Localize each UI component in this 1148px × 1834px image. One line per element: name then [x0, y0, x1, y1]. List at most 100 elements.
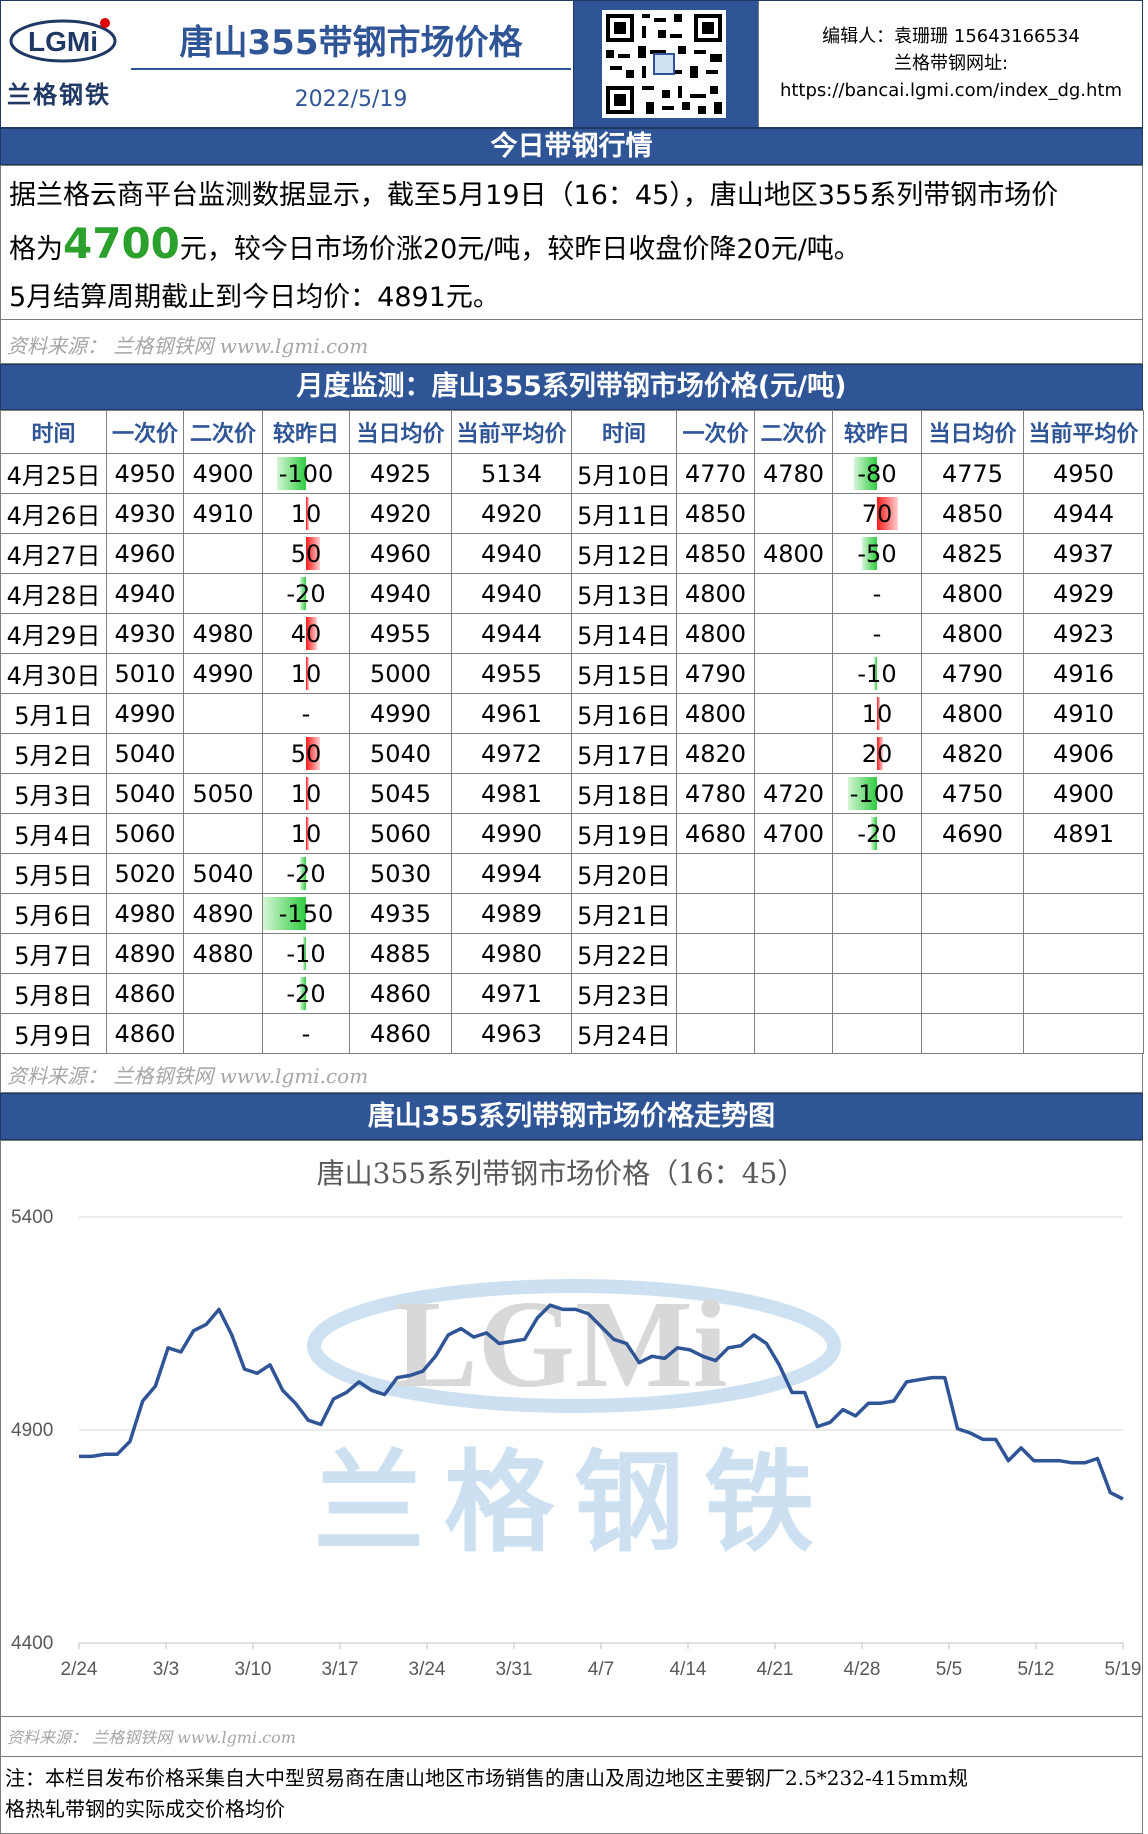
- price-cell: 4930: [106, 613, 184, 654]
- price-cell: [183, 973, 263, 1014]
- price-cell: 5060: [106, 813, 184, 854]
- watermark-logo: LGMi: [394, 1276, 727, 1414]
- series-line: [79, 1303, 1124, 1501]
- site-url[interactable]: https://bancai.lgmi.com/index_dg.htm: [779, 80, 1123, 101]
- price-cell: 4800: [921, 613, 1024, 654]
- change-cell: -10: [262, 933, 350, 974]
- date-cell: 4月29日: [0, 613, 107, 654]
- price-cell: [183, 533, 263, 574]
- table-row: 5月2日 5040 50 5040 4972 5月17日 4820 20 4820 4906: [0, 733, 1144, 774]
- x-tick-label: 2/24: [61, 1659, 98, 1680]
- price-cell: 4981: [451, 773, 572, 814]
- cell-value: 4800: [684, 579, 747, 608]
- price-cell: [754, 493, 833, 534]
- price-cell: 4929: [1023, 573, 1144, 614]
- price-cell: [1023, 853, 1144, 894]
- cell-value: 4930: [114, 499, 176, 528]
- price-cell: 4980: [451, 933, 572, 974]
- cell-value: -10: [286, 939, 326, 968]
- price-trend-chart: LGMi 兰格钢铁 唐山355系列带钢市场价格（16：45） 4400 4900 5…: [11, 1157, 1141, 1680]
- change-bar: [853, 457, 877, 490]
- table-row: 5月4日 5060 10 5060 4990 5月19日 4680 4700 -20 4690 48…: [0, 813, 1144, 854]
- date-cell: 5月17日: [571, 733, 677, 774]
- price-cell: 4906: [1023, 733, 1144, 774]
- cell-value: 5月10日: [577, 462, 671, 490]
- date-cell: 5月16日: [571, 693, 677, 734]
- x-tick-label: 3/24: [409, 1659, 446, 1680]
- change-cell: [832, 853, 922, 894]
- cell-value: 5月14日: [577, 622, 671, 650]
- change-bar: [877, 737, 883, 770]
- change-bar: [306, 657, 309, 690]
- cell-value: 5060: [369, 819, 432, 848]
- cell-value: 40: [290, 619, 322, 648]
- x-tick-label: 4/7: [588, 1659, 614, 1680]
- cell-value: 5月22日: [577, 942, 671, 970]
- y-tick-label: 4900: [11, 1420, 53, 1441]
- table-row: 5月5日 5020 5040 -20 5030 4994 5月20日: [0, 853, 1144, 894]
- price-cell: 4940: [349, 573, 452, 614]
- price-cell: 5010: [106, 653, 184, 694]
- cell-value: 4961: [480, 699, 543, 728]
- price-cell: [754, 973, 833, 1014]
- change-cell: 40: [262, 613, 350, 654]
- cell-value: 4800: [941, 699, 1004, 728]
- price-cell: 4920: [451, 493, 572, 534]
- cell-value: 10: [290, 819, 322, 848]
- summary-line3: 5月结算周期截止到今日均价：4891元。: [9, 282, 500, 313]
- price-cell: [183, 1013, 263, 1054]
- date-cell: 5月18日: [571, 773, 677, 814]
- price-cell: 4900: [183, 453, 263, 494]
- qr-code-icon: [602, 10, 726, 118]
- price-cell: [754, 693, 833, 734]
- price-cell: 4960: [349, 533, 452, 574]
- cell-value: 4990: [480, 819, 543, 848]
- price-cell: [754, 573, 833, 614]
- price-cell: 4980: [106, 893, 184, 934]
- logo: LGMi 兰格钢铁: [7, 11, 119, 111]
- price-cell: 4860: [106, 1013, 184, 1054]
- cell-value: 4940: [114, 579, 176, 608]
- cell-value: 4820: [941, 739, 1004, 768]
- change-cell: 10: [262, 493, 350, 534]
- price-cell: 4891: [1023, 813, 1144, 854]
- price-cell: 4750: [921, 773, 1024, 814]
- price-cell: 4930: [106, 493, 184, 534]
- price-cell: 4955: [349, 613, 452, 654]
- change-cell: -: [262, 1013, 350, 1054]
- report-date: 2022/5/19: [294, 87, 408, 112]
- price-cell: 4972: [451, 733, 572, 774]
- cell-value: -20: [857, 819, 897, 848]
- cell-value: 5月24日: [577, 1022, 671, 1050]
- date-cell: 5月24日: [571, 1013, 677, 1054]
- cell-value: 4955: [369, 619, 432, 648]
- cell-value: 4944: [1052, 499, 1115, 528]
- change-cell: -: [832, 573, 922, 614]
- price-cell: 5000: [349, 653, 452, 694]
- change-bar: [306, 737, 321, 770]
- price-cell: 4955: [451, 653, 572, 694]
- cell-value: 4800: [684, 699, 747, 728]
- cell-value: 10: [290, 659, 322, 688]
- cell-value: -50: [857, 539, 897, 568]
- price-cell: [1023, 933, 1144, 974]
- current-price: 4700: [63, 219, 180, 268]
- price-cell: 4790: [921, 653, 1024, 694]
- change-cell: 10: [262, 813, 350, 854]
- cell-value: 4935: [369, 899, 432, 928]
- change-cell: -: [262, 693, 350, 734]
- summary-line2: 格为4700元，较今日市场价涨20元/吨，较昨日收盘价降20元/吨。: [9, 219, 861, 268]
- note-line2: 格热轧带钢的实际成交价格均价: [5, 1797, 285, 1821]
- column-header: 较昨日: [832, 410, 922, 454]
- x-tick-label: 5/12: [1018, 1659, 1055, 1680]
- price-cell: 4935: [349, 893, 452, 934]
- price-cell: 4780: [676, 773, 755, 814]
- cell-value: 50: [290, 539, 322, 568]
- change-bar: [871, 817, 877, 850]
- cell-value: 4963: [480, 1019, 543, 1048]
- price-cell: 4961: [451, 693, 572, 734]
- price-cell: 4960: [106, 533, 184, 574]
- svg-text:LGMi: LGMi: [28, 26, 98, 57]
- price-cell: 4940: [106, 573, 184, 614]
